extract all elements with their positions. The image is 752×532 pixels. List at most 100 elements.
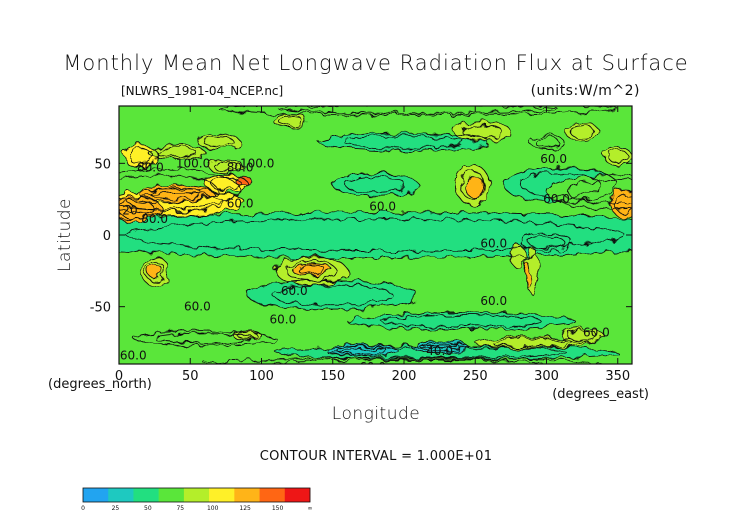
contour-line-8 [546,174,632,210]
contour-line-15 [122,144,158,169]
contour-line-inner-23 [569,125,595,139]
contour-line-33 [510,244,526,269]
contour-line-inner-5 [343,135,465,149]
contour-line-inner-26 [607,149,629,163]
contour-line-inner-39 [335,345,387,355]
colorbar-level-0: 0 [81,505,85,512]
contour-label-7: 60.0 [369,199,396,213]
x-tick-label-350: 350 [605,369,630,384]
contour-label-5: 80.0 [141,212,168,226]
contour-line-inner-11 [119,199,155,219]
contour-label-8: 60.0 [540,152,567,166]
contour-label-0: 80.0 [137,161,164,175]
colorbar-swatch-7 [259,488,286,502]
contour-label-14: 60.0 [480,294,507,308]
colorbar-level-6: 150 [272,505,284,512]
contour-label-10: 60.0 [480,237,507,251]
colorbar-level-3: 75 [176,505,184,512]
contour-line-inner-34 [154,332,255,344]
contour-line-inner-16 [155,146,197,158]
colorbar-level-5: 125 [239,505,251,512]
contour-line-inner-30 [296,264,326,274]
colorbar-swatch-6 [234,488,260,502]
contour-line-32 [524,263,532,288]
contour-line-inner-0 [125,218,626,252]
chart-title: Monthly Mean Net Longwave Radiation Flux… [63,51,688,75]
colorbar-frame [82,487,311,503]
contour-line-14 [233,175,252,186]
contour-line-13 [204,174,248,193]
file-label: [NLWRS_1981-04_NCEP.nc] [121,84,283,98]
contour-label-18: 60.0 [359,360,386,374]
colorbar-level-4: 100 [207,505,219,512]
contour-line-17 [196,134,241,150]
x-axis-ticks: 0 50 100 150 200 250 300 350 [115,106,630,384]
contour-line-12 [138,184,214,203]
contour-label-4: 120 [115,204,138,218]
x-tick-label-150: 150 [320,369,345,384]
contour-label-9: 60.0 [543,192,570,206]
contour-line-3 [520,233,573,252]
contour-line-38 [410,340,469,353]
contour-line-inner-41 [278,106,559,114]
colorbar-level-7: ∞ [308,505,313,512]
contour-line-4 [346,311,576,331]
colorbar-swatch-8 [284,488,311,502]
contour-line-inner-22 [461,124,503,140]
contour-line-29 [275,256,348,286]
contour-label-12: 60.0 [184,300,211,314]
colorbar-swatch-3 [158,488,185,502]
contour-line-16 [147,144,205,160]
contour-line-inner-27 [144,260,166,282]
contour-label-16: 60.0 [120,348,147,362]
colorbar-swatch-4 [183,488,210,502]
y-tick-label-50: 50 [94,157,111,172]
contour-line-21 [464,177,486,199]
y-tick-label-0: 0 [103,229,111,244]
y-axis-ticks: 50 0 -50 [90,157,632,316]
contour-line-26 [603,147,632,166]
contour-label-6: 60.0 [227,196,254,210]
y-tick-label--50: -50 [90,301,111,316]
contour-line-22 [453,121,512,143]
x-tick-label-250: 250 [463,369,488,384]
x-tick-label-0: 0 [115,369,123,384]
contour-line-inner-6 [326,347,567,358]
contour-line-inner-1 [272,284,394,306]
flux-region-32 [525,263,531,287]
flux-region-21 [465,177,486,198]
contour-line-inner-29 [285,260,337,282]
contour-line-30 [290,263,332,276]
y-axis-title: Latitude [55,198,75,272]
flux-region-0 [119,212,632,258]
contour-line-18 [208,158,244,174]
contour-line-inner-18 [213,160,239,172]
flux-region-25 [610,189,632,218]
x-tick-label-50: 50 [182,369,199,384]
units-label: (units:W/m^2) [531,83,640,99]
contour-label-17: 40.0 [426,344,453,358]
contour-line-1 [246,280,419,310]
colorbar-level-2: 50 [144,505,152,512]
colorbar-swatch-0 [83,488,109,502]
contour-line-inner-19 [277,114,303,126]
contour-label-15: 60.0 [583,325,610,339]
contour-line-37 [560,327,604,343]
x-tick-label-100: 100 [249,369,274,384]
y-unit-label: (degrees_north) [48,377,152,392]
contour-line-inner-9 [119,174,218,204]
contour-line-39 [325,343,398,356]
contour-line-0 [119,211,632,259]
flux-region-41 [218,106,618,115]
contour-line-inner-37 [566,329,598,341]
colorbar-swatch-1 [108,488,134,502]
contour-line-35 [232,330,262,341]
contour-line-23 [564,122,600,141]
contour-line-24 [528,134,565,150]
contour-line-inner-35 [236,331,258,339]
colorbar-swatch-2 [133,488,159,502]
contour-line-10 [119,188,245,216]
colorbar: 0 25 50 75 100 125 150 ∞ [81,487,313,512]
